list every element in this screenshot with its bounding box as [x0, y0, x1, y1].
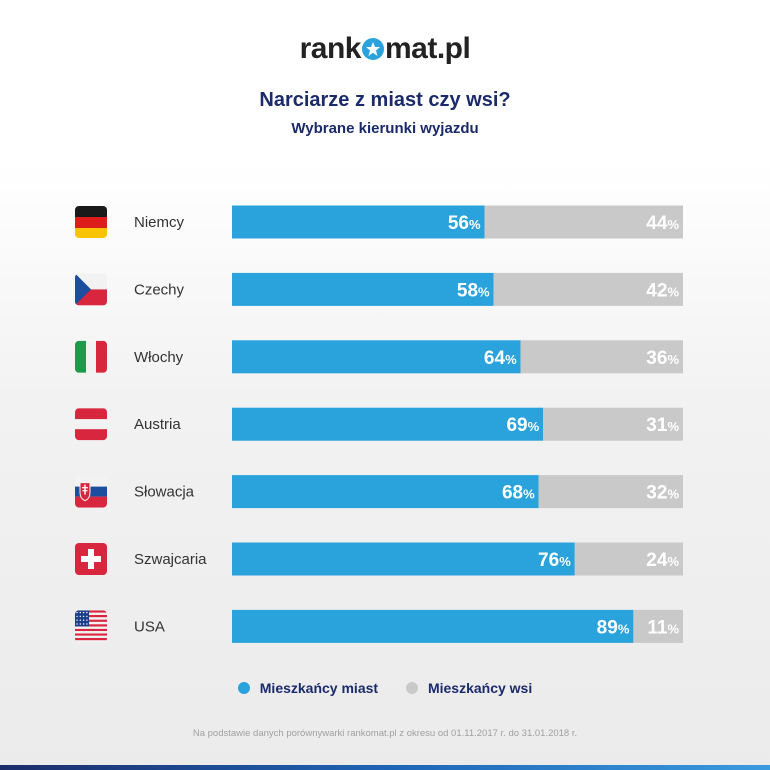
country-label: Austria: [134, 416, 181, 433]
data-label-village: 44%: [646, 213, 679, 234]
bar-village: [493, 272, 683, 306]
bar-city: [232, 475, 539, 509]
bar-village: [538, 475, 683, 509]
chart-row-6: USA 89% 11%: [75, 609, 683, 643]
legend-item-city: Mieszkańcy miast: [237, 680, 379, 696]
data-label-city: 64%: [484, 348, 517, 369]
source-footnote: Na podstawie danych porównywarki rankoma…: [192, 728, 578, 739]
bottom-stripe: [0, 765, 770, 770]
data-label-city: 69%: [506, 415, 539, 436]
bar-village: [633, 609, 683, 643]
chart-row-1: Czechy 58% 42%: [75, 272, 683, 306]
bar-village: [520, 340, 683, 374]
switzerland-flag-icon: [75, 543, 107, 575]
chart-row-5: Szwajcaria 76% 24%: [75, 542, 683, 576]
data-label-village: 36%: [646, 348, 679, 369]
country-label: Niemcy: [134, 214, 185, 231]
data-label-village: 32%: [646, 483, 679, 504]
slovakia-flag-icon: [75, 475, 107, 508]
legend-item-village: Mieszkańcy wsi: [405, 680, 533, 696]
logo-text-left: rank: [299, 32, 362, 65]
data-label-village: 42%: [646, 280, 679, 301]
legend-label-city: Mieszkańcy miast: [259, 680, 379, 696]
data-label-city: 89%: [597, 617, 630, 638]
legend-dot-village: [405, 682, 418, 694]
data-label-city: 76%: [538, 550, 571, 571]
data-label-city: 68%: [502, 483, 535, 504]
bar-city: [232, 542, 575, 576]
bar-village: [574, 542, 683, 576]
logo-text-right: mat.pl: [385, 32, 471, 65]
data-label-village: 11%: [647, 617, 679, 638]
chart-row-3: Austria 69% 31%: [75, 407, 683, 441]
chart-subtitle: Wybrane kierunki wyjazdu: [291, 120, 479, 137]
rankomat-logo: rank mat.pl: [0, 32, 770, 66]
country-label: Czechy: [134, 281, 185, 298]
legend-dot-city: [237, 682, 250, 694]
country-label: Włochy: [134, 349, 184, 366]
chart-row-4: Słowacja 68% 32%: [75, 475, 683, 509]
country-label: Szwajcaria: [134, 551, 207, 568]
bar-city: [232, 407, 544, 441]
chart-row-0: Niemcy 56% 44%: [75, 205, 683, 239]
usa-flag-icon: [75, 610, 107, 643]
country-label: Słowacja: [134, 484, 195, 501]
bar-city: [232, 340, 521, 374]
bar-village: [484, 205, 683, 239]
bar-city: [232, 205, 485, 239]
czech-flag-icon: [75, 273, 107, 306]
italy-flag-icon: [75, 340, 107, 373]
austria-flag-icon: [75, 408, 107, 441]
germany-flag-icon: [75, 206, 107, 238]
logo-star-icon: [362, 38, 384, 60]
chart-legend: Mieszkańcy miast Mieszkańcy wsi: [0, 680, 770, 696]
data-label-village: 31%: [646, 415, 679, 436]
data-label-village: 24%: [646, 550, 679, 571]
chart-row-2: Włochy 64% 36%: [75, 340, 683, 374]
data-label-city: 58%: [457, 280, 490, 301]
bar-village: [543, 407, 683, 441]
bar-city: [232, 272, 494, 306]
legend-label-village: Mieszkańcy wsi: [427, 680, 533, 696]
country-label: USA: [134, 618, 165, 635]
bar-city: [232, 609, 634, 643]
chart-title: Narciarze z miast czy wsi?: [259, 89, 511, 111]
data-label-city: 56%: [448, 213, 481, 234]
